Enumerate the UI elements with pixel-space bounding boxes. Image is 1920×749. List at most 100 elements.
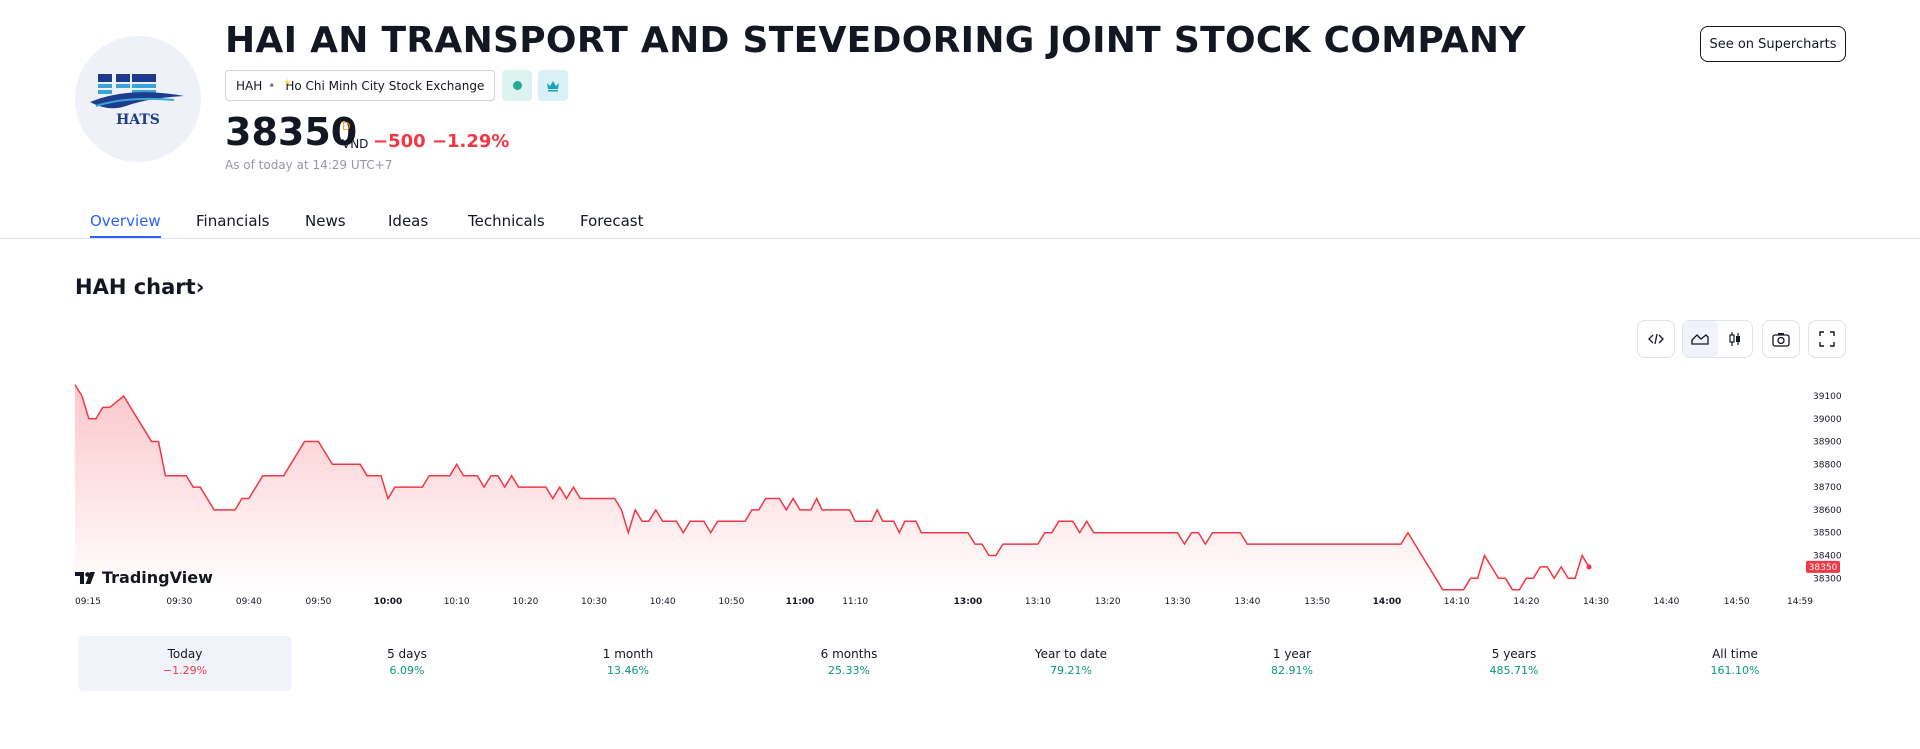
x-tick-label: 13:40 (1234, 597, 1260, 607)
period-change: 161.10% (1710, 664, 1760, 677)
tab-ideas[interactable]: Ideas (388, 212, 429, 230)
y-tick-label: 38900 (1813, 438, 1842, 448)
camera-icon (1772, 332, 1790, 347)
market-status-badge[interactable] (502, 70, 532, 101)
x-tick-label: 14:59 (1787, 597, 1813, 607)
change-percent: −1.29% (431, 131, 510, 152)
fullscreen-tool-group (1808, 320, 1846, 358)
period-change: 82.91% (1271, 664, 1313, 677)
period-1-year[interactable]: 1 year 82.91% (1185, 636, 1399, 691)
tradingview-logo-icon (75, 571, 95, 584)
x-tick-label: 10:10 (444, 597, 470, 607)
period-label: 5 days (387, 647, 427, 661)
crown-badge[interactable] (538, 70, 568, 101)
candles-chart-button[interactable] (1718, 321, 1753, 357)
period-change: −1.29% (162, 664, 208, 677)
snapshot-tool-group (1762, 320, 1800, 358)
period-change: 485.71% (1489, 664, 1539, 677)
period-label: 5 years (1491, 647, 1537, 661)
tab-financials[interactable]: Financials (196, 212, 270, 230)
period-change: 79.21% (1050, 664, 1092, 677)
ticker-symbol: HAH (236, 78, 263, 93)
x-tick-label: 10:00 (374, 597, 403, 607)
x-tick-label: 13:20 (1095, 597, 1121, 607)
x-tick-label: 14:30 (1583, 597, 1609, 607)
symbol-exchange-pill[interactable]: HAH • Ho Chi Minh City Stock Exchange (225, 70, 495, 101)
period-today[interactable]: Today −1.29% (78, 636, 292, 691)
last-price-badge-label: 38350 (1809, 563, 1838, 573)
area-chart-button[interactable] (1683, 321, 1718, 357)
y-tick-label: 38800 (1813, 460, 1842, 470)
price-area-layer (74, 384, 1592, 592)
section-tabs: Overview Financials News Ideas Technical… (0, 206, 1920, 239)
x-tick-label: 10:20 (512, 597, 538, 607)
candles-icon (1729, 332, 1740, 346)
chart-section-title[interactable]: HAH chart› (75, 275, 204, 299)
y-tick-label: 39000 (1813, 415, 1842, 425)
snapshot-button[interactable] (1763, 321, 1799, 357)
last-price: 38350 (225, 110, 358, 154)
period-label: Year to date (1034, 647, 1108, 661)
last-price-dot (1586, 564, 1592, 570)
separator-dot: • (268, 78, 276, 93)
embed-code-icon (1648, 333, 1664, 345)
x-tick-label: 13:30 (1165, 597, 1191, 607)
price-chart[interactable]: 09:15 09:30 09:40 09:50 10:00 10:10 10:20 10:30… (0, 370, 1920, 620)
x-axis: 09:15 09:30 09:40 09:50 10:00 10:10 10:20 10:30… (75, 597, 1813, 607)
company-logo: HATS (75, 36, 201, 162)
period-all-time[interactable]: All time 161.10% (1628, 636, 1842, 691)
y-tick-label: 38400 (1813, 552, 1842, 562)
tab-forecast[interactable]: Forecast (580, 212, 644, 230)
see-on-supercharts-button[interactable]: See on Supercharts (1700, 26, 1846, 62)
period-label: 1 month (602, 647, 654, 661)
x-tick-label: 14:20 (1513, 597, 1539, 607)
embed-code-button[interactable] (1638, 321, 1674, 357)
y-tick-label: 38500 (1813, 529, 1842, 539)
period-5-days[interactable]: 5 days 6.09% (300, 636, 514, 691)
price-area-fill (75, 384, 1589, 592)
tradingview-watermark[interactable]: TradingView (75, 568, 213, 587)
market-open-icon (512, 81, 522, 90)
delay-indicator: D (342, 120, 351, 133)
x-tick-label: 09:30 (166, 597, 192, 607)
period-change: 6.09% (389, 664, 425, 677)
hats-logo-icon: HATS (90, 74, 184, 128)
x-tick-label: 11:10 (842, 597, 868, 607)
chevron-right-icon: › (195, 275, 205, 299)
y-axis: 38300 38400 38500 38600 38700 38800 38900 39000… (1806, 392, 1842, 584)
area-chart-icon (1691, 334, 1709, 345)
period-label: Today (167, 647, 203, 661)
price-change: −500 −1.29% (373, 131, 509, 152)
tab-news[interactable]: News (305, 212, 346, 230)
tradingview-wordmark: TradingView (102, 568, 213, 587)
period-6-months[interactable]: 6 months 25.33% (742, 636, 956, 691)
tab-technicals[interactable]: Technicals (468, 212, 545, 230)
x-tick-label: 13:00 (954, 597, 983, 607)
fullscreen-button[interactable] (1809, 321, 1845, 357)
x-tick-label: 14:10 (1444, 597, 1470, 607)
price-line (74, 384, 1590, 591)
change-absolute: −500 (373, 131, 426, 152)
y-tick-label: 38300 (1813, 574, 1842, 584)
x-tick-label: 11:00 (786, 597, 815, 607)
tab-overview[interactable]: Overview (90, 212, 161, 238)
x-tick-label: 10:40 (650, 597, 676, 607)
x-tick-label: 14:00 (1373, 597, 1402, 607)
y-tick-label: 38700 (1813, 483, 1842, 493)
crown-icon (547, 80, 559, 91)
embed-tool-group (1637, 320, 1675, 358)
period-5-years[interactable]: 5 years 485.71% (1407, 636, 1621, 691)
fullscreen-icon (1819, 331, 1835, 347)
period-change: 13.46% (607, 664, 649, 677)
period-year-to-date[interactable]: Year to date 79.21% (964, 636, 1178, 691)
x-tick-label: 10:50 (718, 597, 744, 607)
company-name: HAI AN TRANSPORT AND STEVEDORING JOINT S… (225, 20, 1526, 61)
x-tick-label: 14:50 (1724, 597, 1750, 607)
x-tick-label: 14:40 (1653, 597, 1679, 607)
x-tick-label: 09:15 (75, 597, 101, 607)
x-tick-label: 13:50 (1304, 597, 1330, 607)
logo-text: HATS (116, 112, 160, 128)
period-1-month[interactable]: 1 month 13.46% (521, 636, 735, 691)
currency-label: VND (342, 137, 369, 151)
y-tick-label: 38600 (1813, 506, 1842, 516)
